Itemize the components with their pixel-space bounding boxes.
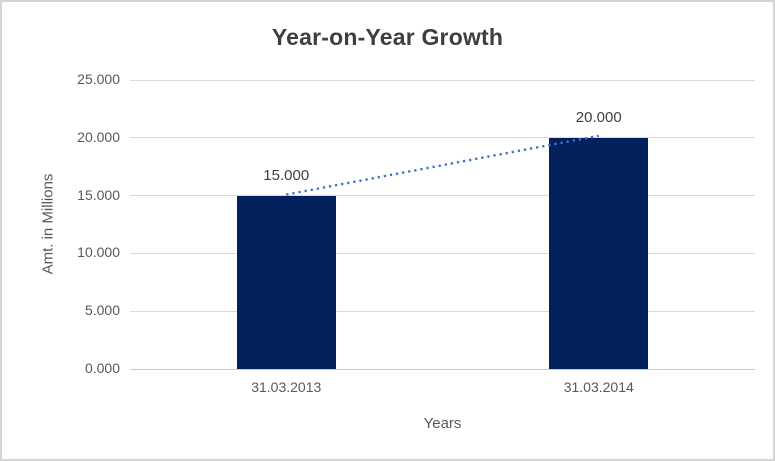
y-axis-tick-label: 10.000: [77, 244, 120, 261]
gridline: [130, 137, 755, 139]
x-axis-title: Years: [423, 415, 462, 432]
x-axis-tick-label: 31.03.2013: [251, 379, 322, 395]
y-axis-tick-label: 20.000: [77, 128, 120, 145]
chart-title: Year-on-Year Growth: [271, 24, 504, 50]
bar-31.03.2014: [549, 137, 649, 369]
trendline-layer: [286, 134, 599, 196]
bar-31.03.2013: [236, 195, 336, 369]
gridline: [130, 310, 755, 312]
x-axis-line: [130, 368, 755, 370]
x-axis-tick-label: 31.03.2014: [563, 379, 634, 395]
bar-data-label: 15.000: [263, 166, 310, 184]
y-axis-tick-label: 25.000: [77, 71, 120, 87]
bar-data-label: 20.000: [575, 108, 622, 126]
y-axis-tick-label: 0.000: [84, 360, 120, 376]
trendline: [286, 134, 599, 196]
gridline: [130, 252, 755, 254]
gridline: [130, 79, 755, 81]
gridline: [130, 195, 755, 197]
plot-area: [130, 79, 755, 370]
y-axis-tick-label: 15.000: [77, 186, 120, 203]
y-axis-tick-label: 5.000: [84, 302, 120, 319]
